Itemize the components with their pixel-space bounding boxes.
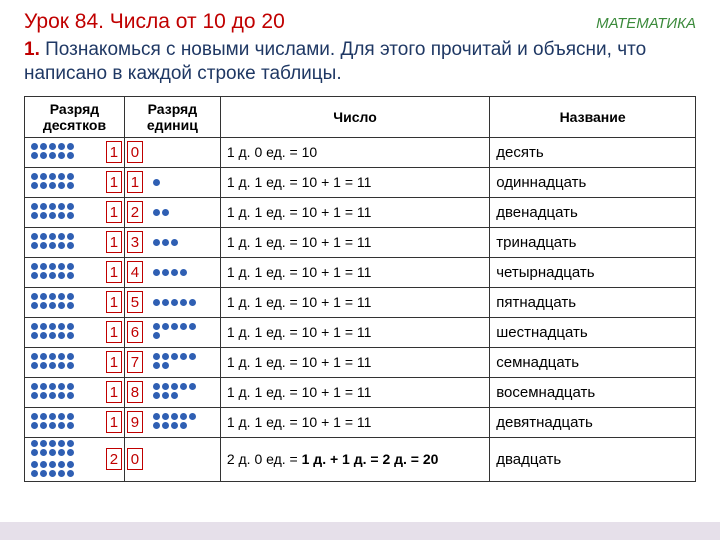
lesson-title: Урок 84. Числа от 10 до 20 xyxy=(24,10,285,34)
units-digit-box: 5 xyxy=(127,291,143,313)
name-cell: девятнадцать xyxy=(490,407,696,437)
name-cell: десять xyxy=(490,137,696,167)
units-cell: 5 xyxy=(124,287,220,317)
task-number: 1. xyxy=(24,39,40,60)
units-digit-box: 3 xyxy=(127,231,143,253)
name-cell: восемнадцать xyxy=(490,377,696,407)
tens-digit-box: 1 xyxy=(106,231,122,253)
tens-cell: 1 xyxy=(25,407,125,437)
tens-digit-box: 1 xyxy=(106,411,122,433)
number-cell: 1 д. 1 ед. = 10 + 1 = 11 xyxy=(220,197,489,227)
name-cell: семнадцать xyxy=(490,347,696,377)
units-digit-box: 9 xyxy=(127,411,143,433)
number-cell: 1 д. 1 ед. = 10 + 1 = 11 xyxy=(220,167,489,197)
number-cell: 1 д. 1 ед. = 10 + 1 = 11 xyxy=(220,257,489,287)
tens-digit-box: 1 xyxy=(106,261,122,283)
tens-cell: 2 xyxy=(25,437,125,481)
units-cell: 0 xyxy=(124,137,220,167)
units-digit-box: 0 xyxy=(127,141,143,163)
tens-cell: 1 xyxy=(25,287,125,317)
number-cell: 1 д. 1 ед. = 10 + 1 = 11 xyxy=(220,227,489,257)
name-cell: одиннадцать xyxy=(490,167,696,197)
table-row: 12 1 д. 1 ед. = 10 + 1 = 11двенадцать xyxy=(25,197,696,227)
col-tens-header: Разряд десятков xyxy=(25,96,125,137)
units-digit-box: 8 xyxy=(127,381,143,403)
table-row: 18 1 д. 1 ед. = 10 + 1 = 11восемнадцать xyxy=(25,377,696,407)
tens-digit-box: 1 xyxy=(106,291,122,313)
tens-cell: 1 xyxy=(25,197,125,227)
bottom-bar xyxy=(0,522,720,540)
tens-digit-box: 1 xyxy=(106,141,122,163)
tens-cell: 1 xyxy=(25,257,125,287)
task-body: Познакомься с новыми числами. Для этого … xyxy=(24,39,646,84)
units-cell: 6 xyxy=(124,317,220,347)
tens-digit-box: 2 xyxy=(106,448,122,470)
units-digit-box: 6 xyxy=(127,321,143,343)
units-cell: 9 xyxy=(124,407,220,437)
tens-digit-box: 1 xyxy=(106,381,122,403)
name-cell: шестнадцать xyxy=(490,317,696,347)
tens-digit-box: 1 xyxy=(106,201,122,223)
table-row: 10 1 д. 0 ед. = 10десять xyxy=(25,137,696,167)
units-cell: 1 xyxy=(124,167,220,197)
name-cell: двенадцать xyxy=(490,197,696,227)
number-cell: 1 д. 1 ед. = 10 + 1 = 11 xyxy=(220,287,489,317)
col-name-header: Название xyxy=(490,96,696,137)
name-cell: тринадцать xyxy=(490,227,696,257)
table-row: 17 1 д. 1 ед. = 10 + 1 = 11семнадцать xyxy=(25,347,696,377)
units-cell: 8 xyxy=(124,377,220,407)
subject-label: МАТЕМАТИКА xyxy=(596,15,696,32)
units-digit-box: 1 xyxy=(127,171,143,193)
table-row: 20 2 д. 0 ед. = 1 д. + 1 д. = 2 д. = 20дв… xyxy=(25,437,696,481)
table-row: 15 1 д. 1 ед. = 10 + 1 = 11пятнадцать xyxy=(25,287,696,317)
name-cell: пятнадцать xyxy=(490,287,696,317)
tens-digit-box: 1 xyxy=(106,351,122,373)
tens-cell: 1 xyxy=(25,137,125,167)
units-cell: 7 xyxy=(124,347,220,377)
numbers-table: Разряд десятков Разряд единиц Число Назв… xyxy=(24,96,696,482)
table-row: 13 1 д. 1 ед. = 10 + 1 = 11тринадцать xyxy=(25,227,696,257)
number-cell: 2 д. 0 ед. = 1 д. + 1 д. = 2 д. = 20 xyxy=(220,437,489,481)
units-cell: 3 xyxy=(124,227,220,257)
tens-cell: 1 xyxy=(25,377,125,407)
units-digit-box: 4 xyxy=(127,261,143,283)
number-cell: 1 д. 1 ед. = 10 + 1 = 11 xyxy=(220,317,489,347)
number-cell: 1 д. 1 ед. = 10 + 1 = 11 xyxy=(220,407,489,437)
tens-cell: 1 xyxy=(25,317,125,347)
name-cell: двадцать xyxy=(490,437,696,481)
units-cell: 0 xyxy=(124,437,220,481)
tens-digit-box: 1 xyxy=(106,171,122,193)
task-text: 1. Познакомься с новыми числами. Для это… xyxy=(24,38,696,86)
name-cell: четырнадцать xyxy=(490,257,696,287)
number-cell: 1 д. 1 ед. = 10 + 1 = 11 xyxy=(220,377,489,407)
units-digit-box: 2 xyxy=(127,201,143,223)
units-cell: 4 xyxy=(124,257,220,287)
tens-cell: 1 xyxy=(25,167,125,197)
table-row: 16 1 д. 1 ед. = 10 + 1 = 11шестнадцать xyxy=(25,317,696,347)
tens-cell: 1 xyxy=(25,347,125,377)
tens-cell: 1 xyxy=(25,227,125,257)
col-number-header: Число xyxy=(220,96,489,137)
units-digit-box: 7 xyxy=(127,351,143,373)
units-digit-box: 0 xyxy=(127,448,143,470)
col-units-header: Разряд единиц xyxy=(124,96,220,137)
table-row: 11 1 д. 1 ед. = 10 + 1 = 11одиннадцать xyxy=(25,167,696,197)
number-cell: 1 д. 1 ед. = 10 + 1 = 11 xyxy=(220,347,489,377)
table-row: 19 1 д. 1 ед. = 10 + 1 = 11девятнадцать xyxy=(25,407,696,437)
table-row: 14 1 д. 1 ед. = 10 + 1 = 11четырнадцать xyxy=(25,257,696,287)
tens-digit-box: 1 xyxy=(106,321,122,343)
units-cell: 2 xyxy=(124,197,220,227)
number-cell: 1 д. 0 ед. = 10 xyxy=(220,137,489,167)
